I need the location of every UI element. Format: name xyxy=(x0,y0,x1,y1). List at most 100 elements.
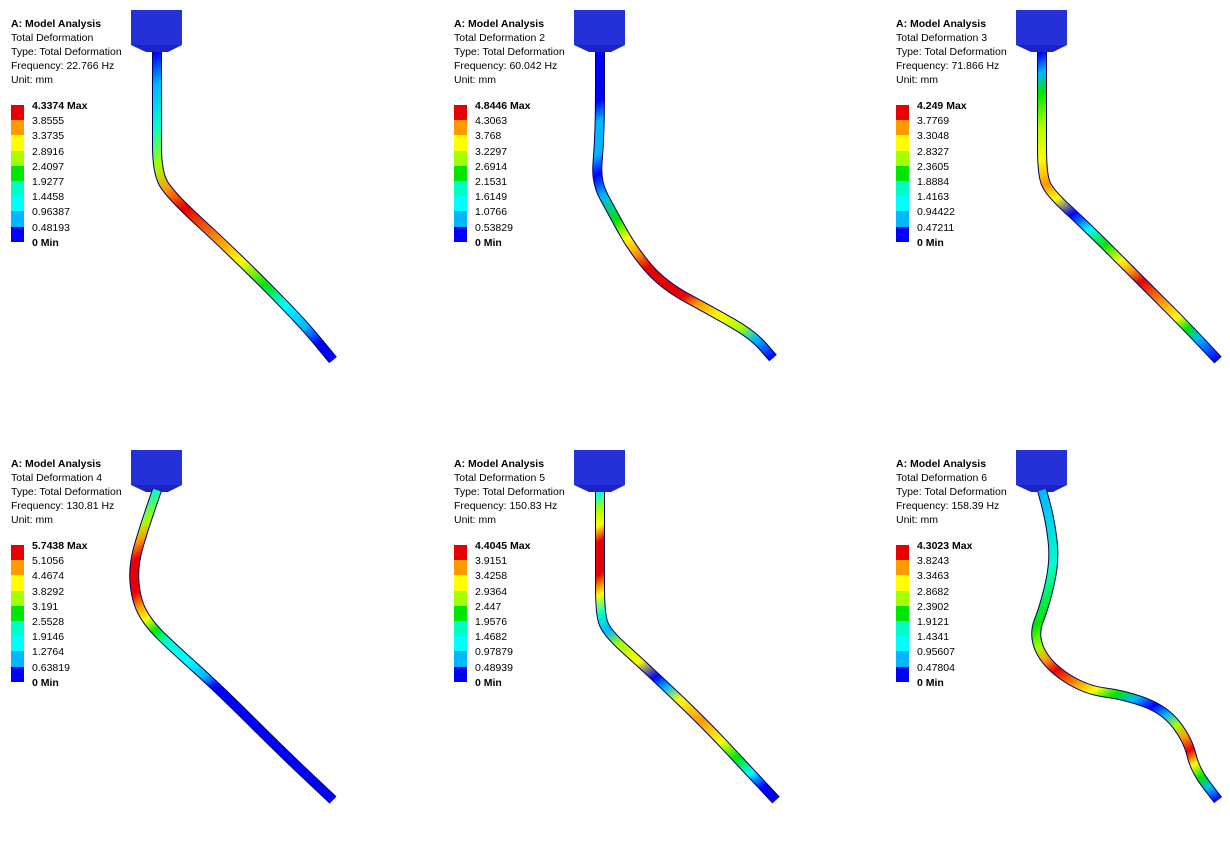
legend-swatch xyxy=(896,196,909,212)
legend-swatch xyxy=(896,181,909,197)
legend-level: 1.4341 xyxy=(917,631,950,644)
legend-swatch xyxy=(896,621,909,637)
legend-swatch xyxy=(11,560,24,576)
result-type: Type: Total Deformation xyxy=(11,46,122,58)
legend-swatch xyxy=(11,636,24,652)
legend-swatch xyxy=(454,545,467,561)
legend-swatch xyxy=(454,150,467,166)
legend-swatch xyxy=(11,120,24,136)
legend-level: 3.3735 xyxy=(32,130,65,143)
legend-swatch xyxy=(454,165,467,181)
legend-swatch xyxy=(454,605,467,621)
legend-level: 1.9277 xyxy=(32,176,65,188)
analysis-title: A: Model Analysis xyxy=(896,18,987,30)
analysis-title: A: Model Analysis xyxy=(11,458,102,470)
mode-panel-6: A: Model Analysis Total Deformation 6 Type… xyxy=(885,440,1230,847)
result-name: Total Deformation 3 xyxy=(896,32,988,44)
legend-swatch xyxy=(896,165,909,181)
legend-swatch xyxy=(454,575,467,591)
legend-min: 0 Min xyxy=(32,676,59,689)
mode-panel-3: A: Model Analysis Total Deformation 3 Type… xyxy=(885,0,1230,407)
mode-panel-2: A: Model Analysis Total Deformation 2 Type… xyxy=(443,0,853,407)
legend-swatch xyxy=(896,575,909,591)
legend-swatch xyxy=(11,181,24,197)
legend-swatch xyxy=(454,590,467,606)
deformed-shape xyxy=(1016,10,1222,364)
legend-swatch xyxy=(896,150,909,166)
legend-level: 1.4458 xyxy=(32,191,65,204)
result-unit: Unit: mm xyxy=(454,74,496,86)
rod-contour xyxy=(593,52,777,361)
legend-level: 2.8327 xyxy=(917,145,950,158)
legend-level: 2.3902 xyxy=(917,600,950,613)
mode-frequency: Frequency: 150.83 Hz xyxy=(454,500,558,512)
legend-level: 3.2297 xyxy=(475,145,508,158)
rod-outline xyxy=(592,52,777,362)
legend-level: 0.95607 xyxy=(917,646,955,659)
legend-swatch xyxy=(454,560,467,576)
legend-swatch xyxy=(454,621,467,637)
legend-level: 3.3463 xyxy=(917,570,950,583)
result-info: A: Model Analysis Total Deformation 2 Type… xyxy=(454,17,565,87)
legend-level: 3.7769 xyxy=(917,115,950,128)
legend-swatch xyxy=(11,165,24,181)
legend-level: 1.6149 xyxy=(475,191,508,204)
result-type: Type: Total Deformation xyxy=(896,46,1007,58)
legend-swatch xyxy=(896,226,909,242)
legend-level: 0.47804 xyxy=(917,661,955,674)
result-name: Total Deformation 2 xyxy=(454,32,546,44)
mode-frequency: Frequency: 71.866 Hz xyxy=(896,60,1000,72)
result-info: A: Model Analysis Total Deformation 3 Type… xyxy=(896,17,1007,87)
legend-swatch xyxy=(11,651,24,667)
legend-swatch xyxy=(11,211,24,227)
mode-panel-5: A: Model Analysis Total Deformation 5 Type… xyxy=(443,440,853,847)
result-name: Total Deformation 4 xyxy=(11,472,103,484)
legend-swatch xyxy=(11,135,24,151)
legend-swatch xyxy=(896,211,909,227)
deformed-shape xyxy=(131,10,337,364)
legend-min: 0 Min xyxy=(917,236,944,249)
legend-max: 5.7438 Max xyxy=(32,540,88,552)
rod-contour xyxy=(1032,488,1222,803)
rod-contour xyxy=(1038,52,1221,363)
legend-level: 3.4258 xyxy=(475,570,508,583)
legend-swatch xyxy=(11,575,24,591)
legend-swatch xyxy=(896,135,909,151)
result-name: Total Deformation 5 xyxy=(454,472,546,484)
result-name: Total Deformation 6 xyxy=(896,472,988,484)
legend-level: 0.53829 xyxy=(475,221,513,234)
legend-max: 4.3374 Max xyxy=(32,100,88,112)
legend-level: 4.3063 xyxy=(475,115,508,128)
legend-level: 1.9576 xyxy=(475,616,508,628)
result-info: A: Model Analysis Total Deformation 4 Type… xyxy=(11,457,122,527)
legend-level: 2.3605 xyxy=(917,160,950,173)
mount-face xyxy=(574,450,625,485)
legend-swatch xyxy=(454,105,467,121)
legend-level: 0.47211 xyxy=(917,221,955,234)
legend-level: 3.8292 xyxy=(32,585,65,598)
result-unit: Unit: mm xyxy=(896,514,938,526)
legend-level: 3.8243 xyxy=(917,555,950,568)
legend-level: 3.768 xyxy=(475,130,502,143)
legend-swatch xyxy=(11,666,24,682)
legend-swatch xyxy=(896,560,909,576)
legend-level: 0.96387 xyxy=(32,206,70,219)
legend-swatch xyxy=(454,181,467,197)
legend-swatch xyxy=(454,651,467,667)
legend-min: 0 Min xyxy=(32,236,59,249)
mode-frequency: Frequency: 22.766 Hz xyxy=(11,60,115,72)
result-info: A: Model Analysis Total Deformation 6 Type… xyxy=(896,457,1007,527)
legend-level: 1.9121 xyxy=(917,616,950,628)
legend-level: 1.8884 xyxy=(917,176,950,188)
legend-swatch xyxy=(454,196,467,212)
legend-swatch xyxy=(11,226,24,242)
legend-swatch xyxy=(11,196,24,212)
deformed-shape xyxy=(574,10,777,362)
mode-frequency: Frequency: 130.81 Hz xyxy=(11,500,115,512)
mode-panel-4: A: Model Analysis Total Deformation 4 Type… xyxy=(0,440,410,847)
result-info: A: Model Analysis Total Deformation 5 Type… xyxy=(454,457,565,527)
legend-level: 2.1531 xyxy=(475,176,508,188)
result-type: Type: Total Deformation xyxy=(454,486,565,498)
legend-swatch xyxy=(896,666,909,682)
rod-contour xyxy=(153,52,337,363)
